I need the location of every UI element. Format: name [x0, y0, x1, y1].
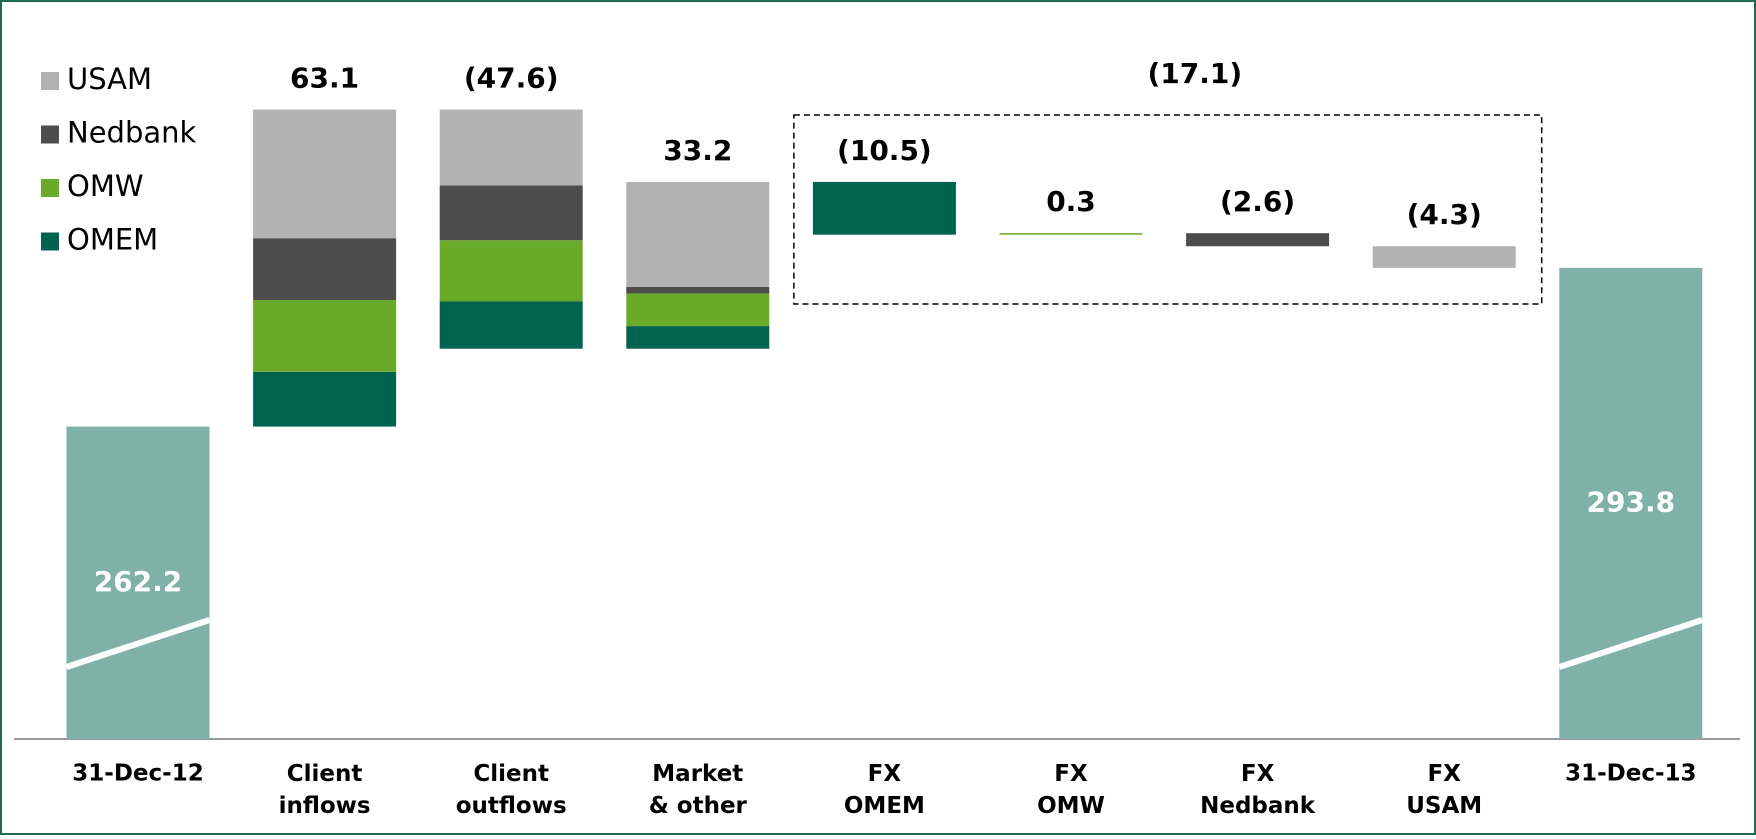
x-tick-label: FX OMEM: [844, 761, 925, 819]
segment: [999, 233, 1143, 235]
x-tick-line: inflows: [279, 793, 371, 819]
segment: [253, 109, 397, 239]
legend-swatch: [41, 179, 59, 197]
segment: [439, 109, 583, 186]
x-tick-line: FX: [1427, 761, 1461, 787]
total-label: 262.2: [94, 565, 183, 598]
delta-label: (4.3): [1407, 198, 1482, 231]
segment: [812, 181, 956, 235]
segment: [626, 326, 770, 349]
total-bar: [66, 426, 210, 739]
x-tick-line: outflows: [456, 793, 567, 819]
x-tick-label: 31-Dec-12: [72, 761, 203, 787]
delta-label: (47.6): [464, 62, 559, 95]
delta-label: 63.1: [290, 62, 359, 95]
legend-swatch: [41, 232, 59, 251]
segment: [1186, 233, 1330, 247]
segment: [439, 240, 583, 302]
legend-label: OMEM: [67, 223, 158, 257]
x-tick-label: 31-Dec-13: [1565, 761, 1696, 787]
segment: [626, 181, 770, 287]
segment: [253, 371, 397, 427]
x-tick-line: & other: [649, 793, 748, 819]
x-tick-line: FX: [1054, 761, 1088, 787]
x-tick-label: Client inflows: [279, 761, 371, 819]
x-tick-line: FX: [868, 761, 902, 787]
group-box: [793, 114, 1543, 305]
segment: [439, 185, 583, 241]
segment: [626, 286, 770, 294]
legend-swatch: [41, 72, 59, 90]
x-tick-label: FX OMW: [1037, 761, 1105, 819]
x-tick-line: FX: [1241, 761, 1275, 787]
segment: [253, 299, 397, 372]
legend-swatch: [41, 125, 59, 144]
x-tick-line: Nedbank: [1200, 793, 1316, 819]
x-tick-line: OMEM: [844, 793, 925, 819]
legend-label: Nedbank: [67, 116, 197, 150]
x-tick-label: Client outflows: [456, 761, 567, 819]
delta-label: (10.5): [837, 134, 932, 167]
x-tick-line: USAM: [1406, 793, 1482, 819]
delta-label: (2.6): [1220, 185, 1295, 218]
x-tick-line: Client: [473, 761, 549, 787]
segment: [626, 293, 770, 327]
x-tick-label: FX USAM: [1406, 761, 1482, 819]
x-tick-label: Market & other: [649, 761, 748, 819]
segment: [1372, 246, 1516, 268]
x-tick-line: Market: [652, 761, 743, 787]
delta-label: 0.3: [1046, 185, 1096, 218]
axis-break: [65, 617, 211, 670]
total-label: 293.8: [1587, 485, 1676, 518]
segment: [439, 301, 583, 349]
axis-break: [1558, 617, 1704, 670]
legend-label: USAM: [67, 62, 152, 96]
delta-label: 33.2: [663, 134, 732, 167]
segment: [253, 238, 397, 300]
x-tick-line: Client: [287, 761, 363, 787]
legend-label: OMW: [67, 169, 144, 203]
x-tick-label: FX Nedbank: [1200, 761, 1316, 819]
x-tick-line: OMW: [1037, 793, 1105, 819]
group-label: (17.1): [1147, 57, 1242, 90]
